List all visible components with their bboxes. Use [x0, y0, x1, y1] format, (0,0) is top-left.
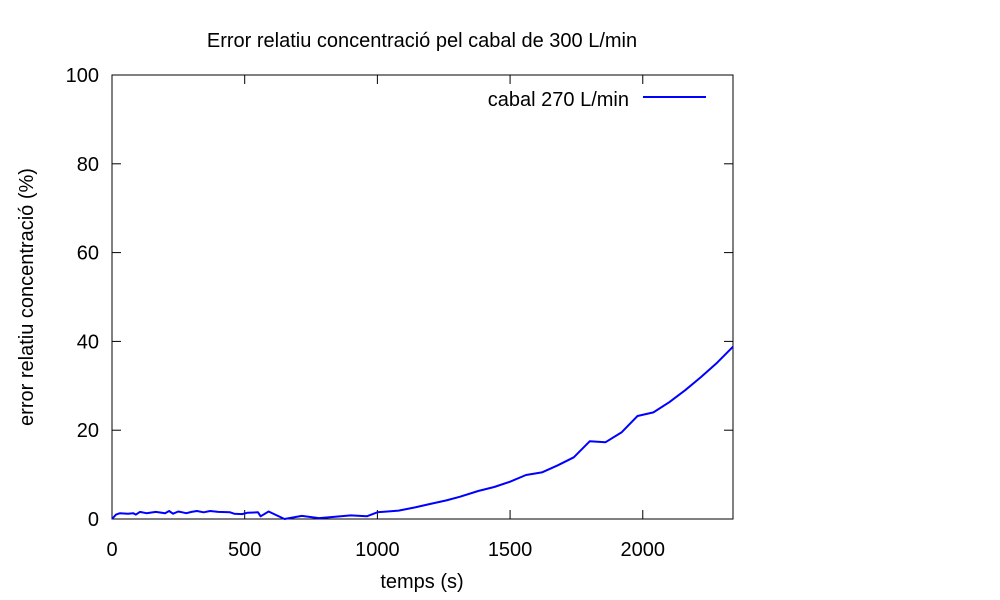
series-layer	[111, 345, 734, 520]
legend-label: cabal 270 L/min	[488, 89, 629, 111]
y-tick-label: 0	[88, 509, 99, 531]
x-axis: 0 500 1000 1500 2000	[106, 75, 665, 561]
x-tick-label: 1500	[488, 539, 533, 561]
y-tick-label: 100	[66, 65, 99, 87]
y-tick-label: 20	[77, 420, 99, 442]
y-tick-label: 40	[77, 331, 99, 353]
x-tick-label: 500	[228, 539, 261, 561]
x-tick-label: 2000	[621, 539, 666, 561]
x-tick-label: 0	[106, 539, 117, 561]
chart-title: Error relatiu concentració pel cabal de …	[207, 30, 637, 52]
y-axis: 0 20 40 60 80 100	[66, 65, 733, 531]
x-axis-label: temps (s)	[380, 571, 463, 593]
y-tick-label: 60	[77, 243, 99, 265]
plot-area-frame	[111, 74, 734, 520]
y-tick-label: 80	[77, 154, 99, 176]
x-tick-label: 1000	[355, 539, 400, 561]
legend: cabal 270 L/min	[488, 89, 706, 111]
series-line-1	[111, 345, 734, 520]
y-axis-label: error relatiu concentració (%)	[16, 168, 38, 426]
